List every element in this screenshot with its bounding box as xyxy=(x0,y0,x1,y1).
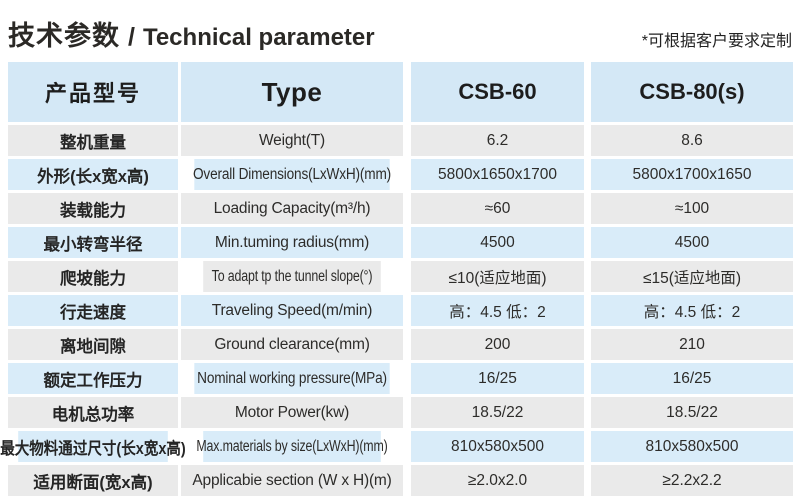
param-cn: 最小转弯半径 xyxy=(8,227,178,258)
value-csb80: 5800x1700x1650 xyxy=(591,159,793,190)
param-en: To adapt tp the tunnel slope(°) xyxy=(203,261,381,292)
param-cn: 装载能力 xyxy=(8,193,178,224)
param-en: Max.materials by size(LxWxH)(mm) xyxy=(196,431,388,462)
param-cn: 离地间隙 xyxy=(8,329,178,360)
param-cn: 整机重量 xyxy=(8,125,178,156)
param-cn: 外形(长x宽x高) xyxy=(8,159,178,190)
param-en: Min.tuming radius(mm) xyxy=(181,227,403,258)
value-csb80: 高：4.5 低：2 xyxy=(591,295,793,326)
title-bar: 技术参数 / Technical parameter *可根据客户要求定制 xyxy=(8,14,792,53)
customization-note: *可根据客户要求定制 xyxy=(641,33,792,50)
param-en: Ground clearance(mm) xyxy=(181,329,403,360)
value-csb80: ≤15(适应地面) xyxy=(591,261,793,292)
param-en: Weight(T) xyxy=(181,125,403,156)
param-en: Overall Dimensions(LxWxH)(mm) xyxy=(193,159,391,190)
value-csb60: 18.5/22 xyxy=(411,397,584,428)
column-header-product-model: 产品型号 xyxy=(8,62,178,122)
value-csb80: 4500 xyxy=(591,227,793,258)
column-header-type: Type xyxy=(181,62,403,122)
value-csb60: 高：4.5 低：2 xyxy=(411,295,584,326)
param-cn: 行走速度 xyxy=(8,295,178,326)
value-csb60: ≈60 xyxy=(411,193,584,224)
param-en: Applicabie section (W x H)(m) xyxy=(181,465,403,496)
value-csb80: ≈100 xyxy=(591,193,793,224)
value-csb60: ≤10(适应地面) xyxy=(411,261,584,292)
value-csb60: 200 xyxy=(411,329,584,360)
value-csb60: ≥2.0x2.0 xyxy=(411,465,584,496)
column-header-csb60: CSB-60 xyxy=(411,62,584,122)
column-header-csb80s: CSB-80(s) xyxy=(591,62,793,122)
param-cn: 爬坡能力 xyxy=(8,261,178,292)
value-csb80: 8.6 xyxy=(591,125,793,156)
param-en: Traveling Speed(m/min) xyxy=(181,295,403,326)
value-csb80: 810x580x500 xyxy=(591,431,793,462)
value-csb80: 18.5/22 xyxy=(591,397,793,428)
value-csb80: 16/25 xyxy=(591,363,793,394)
param-en: Nominal working pressure(MPa) xyxy=(194,363,390,394)
value-csb60: 16/25 xyxy=(411,363,584,394)
param-en: Motor Power(kw) xyxy=(181,397,403,428)
value-csb60: 4500 xyxy=(411,227,584,258)
page-title: 技术参数 / Technical parameter xyxy=(8,14,375,53)
param-cn: 电机总功率 xyxy=(8,397,178,428)
technical-parameter-table: 产品型号 Type CSB-60 CSB-80(s) 整机重量 Weight(T… xyxy=(0,62,793,496)
page-title-cn: 技术参数 xyxy=(8,21,120,51)
page-title-separator: / xyxy=(128,23,135,51)
value-csb80: ≥2.2x2.2 xyxy=(591,465,793,496)
param-en: Loading Capacity(m³/h) xyxy=(181,193,403,224)
value-csb60: 5800x1650x1700 xyxy=(411,159,584,190)
value-csb60: 810x580x500 xyxy=(411,431,584,462)
page-title-en: Technical parameter xyxy=(142,24,375,51)
value-csb60: 6.2 xyxy=(411,125,584,156)
param-cn: 最大物料通过尺寸(长x宽x高) xyxy=(0,431,186,462)
param-cn: 额定工作压力 xyxy=(8,363,178,394)
value-csb80: 210 xyxy=(591,329,793,360)
param-cn: 适用断面(宽x高) xyxy=(8,465,178,496)
